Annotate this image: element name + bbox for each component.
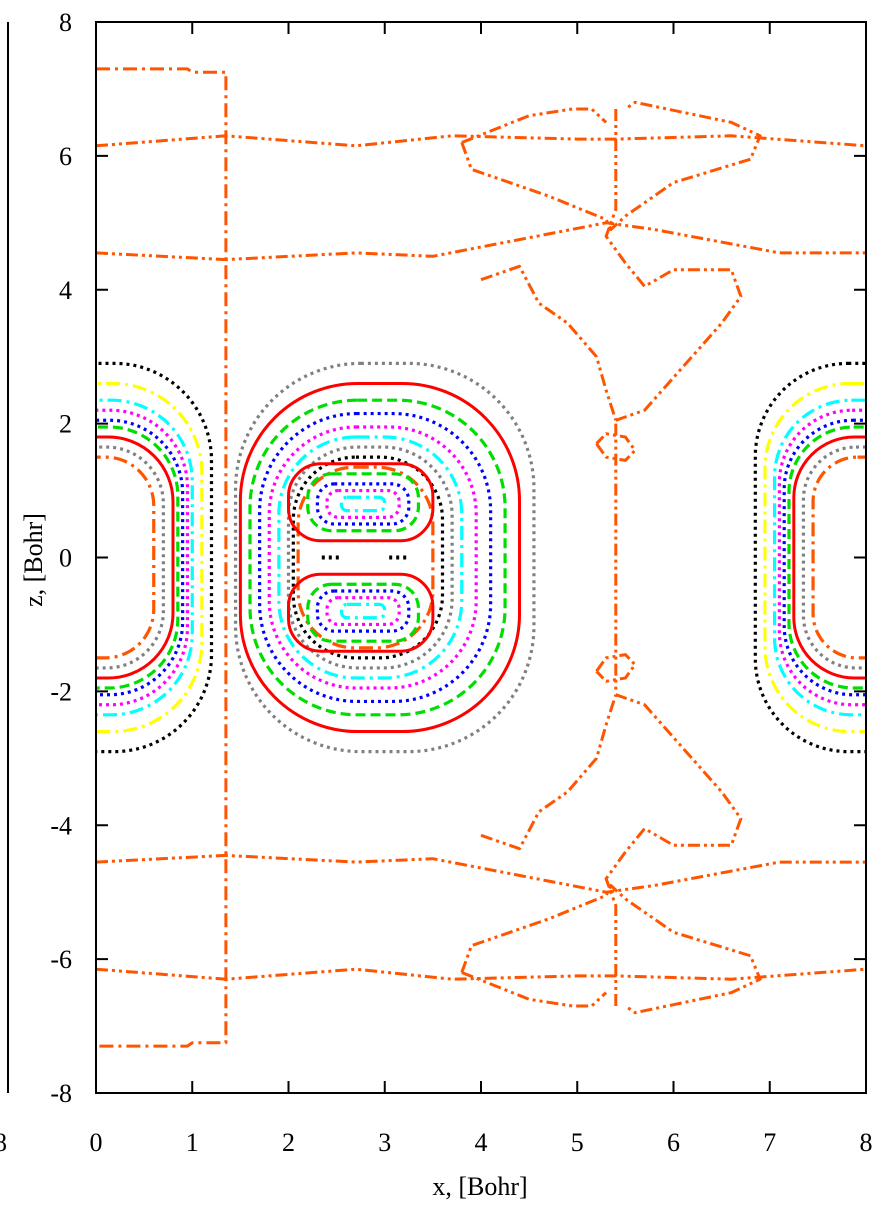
node-line-5: [604, 109, 743, 422]
inner-lobe-1-contour-1: [306, 582, 421, 643]
x-tick-label: 2: [282, 1128, 295, 1157]
node-line-3: [461, 107, 608, 144]
x-tick-label: 4: [475, 1128, 488, 1157]
tick-layer: 0 1 2 3 4 5 6 7 8 -8 -6 -4 -2 0 2 4 6 8: [50, 8, 872, 1157]
neighbor-panel-partial-tick-label: 8: [0, 1128, 7, 1157]
main-lobe-contour-7: [291, 455, 445, 660]
inner-lobe-0-contour-2: [315, 482, 411, 526]
node-line-8: [96, 853, 866, 894]
y-tick-label: -2: [50, 677, 72, 706]
inner-lobe-1-contour-4: [339, 602, 387, 620]
inner-lobe-0-contour-0: [287, 462, 435, 543]
x-tick-label: 3: [378, 1128, 391, 1157]
edge-lobe-0-contour-8: [96, 455, 156, 660]
y-tick-label: -8: [50, 1079, 72, 1108]
contour-layer: [96, 361, 866, 754]
main-lobe-contour-8: [296, 465, 435, 650]
y-tick-label: 8: [59, 8, 72, 37]
node-line-0: [96, 67, 228, 1048]
x-tick-label: 6: [667, 1128, 680, 1157]
node-line-15: [595, 653, 637, 683]
inner-lobe-1-contour-3: [325, 596, 401, 627]
node-line-10: [460, 884, 762, 1015]
y-tick-label: 4: [59, 276, 72, 305]
x-tick-label: 0: [90, 1128, 103, 1157]
node-line-12: [480, 694, 618, 851]
edge-lobe-1-contour-1: [763, 381, 866, 734]
main-lobe-contour-2: [248, 398, 507, 717]
node-line-6: [480, 264, 618, 421]
node-line-14: [595, 432, 637, 462]
x-tick-label: 7: [763, 1128, 776, 1157]
edge-lobe-1-contour-8: [811, 455, 866, 660]
edge-lobe-1-contour-4: [782, 418, 866, 697]
y-tick-label: 0: [59, 544, 72, 573]
inner-lobe-1-contour-2: [315, 589, 411, 633]
inner-lobe-0-contour-4: [339, 495, 387, 513]
x-axis-label: x, [Bohr]: [432, 1172, 527, 1201]
y-axis-label: z, [Bohr]: [19, 513, 48, 607]
x-tick-label: 1: [186, 1128, 199, 1157]
x-tick-label: 8: [860, 1128, 873, 1157]
inner-lobe-1-contour-0: [287, 572, 435, 653]
x-tick-label: 5: [571, 1128, 584, 1157]
edge-lobe-0-contour-6: [96, 435, 175, 680]
y-tick-label: -4: [50, 811, 72, 840]
main-lobe-contour-1: [238, 381, 521, 734]
node-line-11: [604, 693, 743, 1006]
inner-lobe-0-contour-3: [325, 488, 401, 519]
node-line-9: [461, 971, 608, 1008]
main-lobe-contour-5: [277, 435, 464, 680]
inner-lobe-0-contour-1: [306, 472, 421, 533]
node-line-7: [96, 967, 866, 981]
main-lobe-contour-0: [233, 361, 536, 754]
y-tick-label: -6: [50, 945, 72, 974]
node-line-2: [96, 221, 866, 262]
edge-lobe-1-contour-2: [772, 398, 866, 717]
node-line-1: [96, 134, 866, 148]
edge-lobe-0-contour-5: [96, 425, 180, 690]
main-lobe-contour-4: [267, 425, 478, 690]
node-line-4: [460, 100, 762, 231]
edge-lobe-1-contour-6: [792, 435, 866, 680]
y-tick-label: 2: [59, 410, 72, 439]
main-lobe-contour-6: [286, 445, 454, 670]
node-line-layer: [96, 67, 866, 1048]
y-tick-label: 6: [59, 142, 72, 171]
